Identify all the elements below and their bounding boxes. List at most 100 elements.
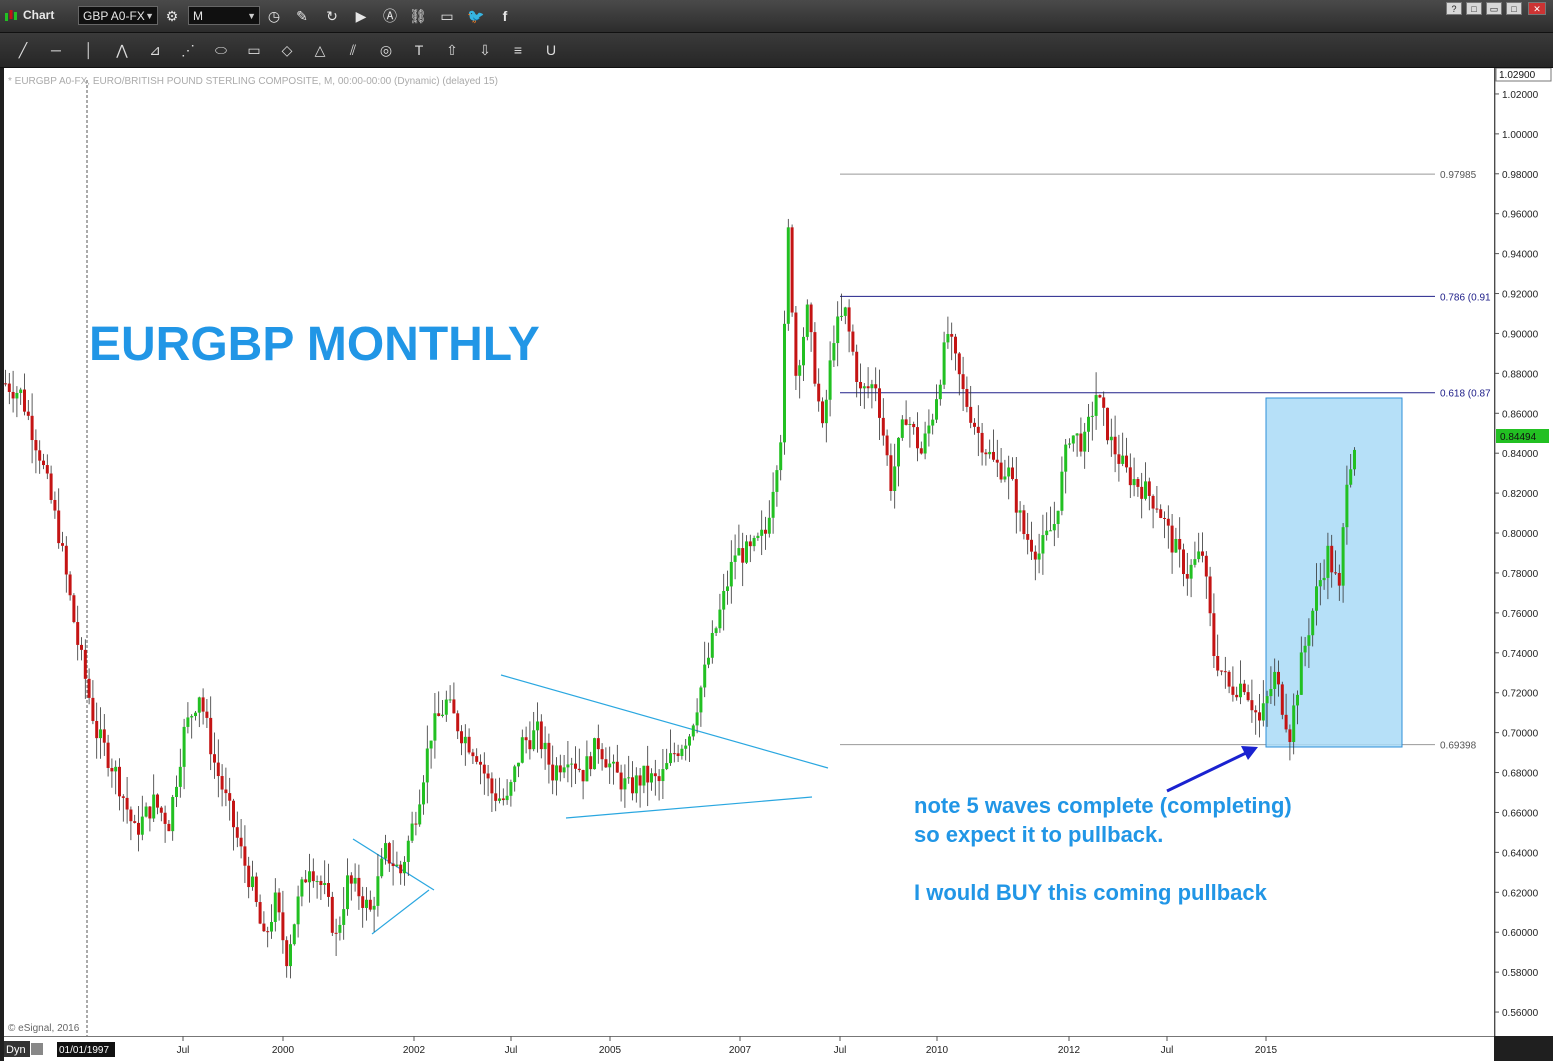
gann-icon[interactable]: ⋰ xyxy=(181,42,195,58)
y-tick-label: 0.72000 xyxy=(1502,689,1539,700)
horizontal-line-icon[interactable]: ─ xyxy=(51,42,61,58)
candle-body xyxy=(201,697,205,712)
settings-gear-icon[interactable]: ⚙ xyxy=(165,8,179,24)
play-icon[interactable]: ▶ xyxy=(355,8,367,24)
candle-body xyxy=(327,883,330,897)
text-icon[interactable]: T xyxy=(414,42,424,58)
vertical-line-icon[interactable]: │ xyxy=(84,42,94,58)
candle-body xyxy=(1353,449,1356,470)
dyn-button[interactable] xyxy=(4,1041,30,1057)
candle-body xyxy=(1292,705,1296,742)
candle-body xyxy=(862,386,866,389)
candle-body xyxy=(938,384,942,400)
candle-body xyxy=(342,909,346,925)
y-tick-label: 0.56000 xyxy=(1502,1008,1539,1019)
candle-body xyxy=(532,730,536,750)
candle-body xyxy=(752,537,756,547)
candle-body xyxy=(634,775,638,794)
candle-body xyxy=(669,753,672,764)
candle-body xyxy=(718,609,722,629)
candle-body xyxy=(205,711,209,718)
candle-body xyxy=(1250,700,1254,711)
candle-body xyxy=(642,765,646,786)
rectangle-icon[interactable]: ▭ xyxy=(247,42,261,58)
interval-select[interactable]: M ▼ xyxy=(188,6,260,25)
candle-body xyxy=(1014,479,1018,513)
candle-body xyxy=(137,822,140,835)
candles xyxy=(4,218,1356,979)
candle-body xyxy=(851,331,855,352)
chevron-down-icon[interactable]: ▼ xyxy=(247,11,256,21)
candle-body xyxy=(1056,510,1060,525)
candle-body xyxy=(661,769,665,782)
comment-icon[interactable]: ▭ xyxy=(440,8,454,24)
candle-body xyxy=(357,877,361,897)
candle-body xyxy=(760,529,764,536)
candle-body xyxy=(748,541,752,547)
candle-body xyxy=(1075,433,1079,436)
triangle-icon[interactable]: △ xyxy=(314,42,326,58)
parallel-icon[interactable]: ⫽ xyxy=(349,42,357,58)
clock-icon[interactable]: ◷ xyxy=(267,8,281,24)
trendline xyxy=(500,674,829,769)
candle-body xyxy=(19,389,23,393)
x-tick-label: Jul xyxy=(505,1045,518,1056)
fibonacci-icon[interactable]: ≡ xyxy=(513,42,523,58)
candle-body xyxy=(315,881,319,883)
close-button[interactable]: ✕ xyxy=(1528,2,1546,15)
candle-body xyxy=(775,470,779,492)
magnet-icon[interactable]: U xyxy=(545,42,557,58)
candle-body xyxy=(646,765,650,783)
candle-body xyxy=(923,433,927,454)
candle-body xyxy=(197,697,201,713)
arrow-down-icon[interactable]: ⇩ xyxy=(479,42,491,58)
restore-button[interactable]: □ xyxy=(1466,2,1482,15)
candle-body xyxy=(15,392,19,399)
y-tick-label: 0.58000 xyxy=(1502,968,1539,979)
candle-body xyxy=(1242,683,1246,693)
cycle-icon[interactable]: ◎ xyxy=(379,42,393,58)
candle-body xyxy=(707,657,710,665)
facebook-icon[interactable]: f xyxy=(502,8,508,24)
help-button[interactable]: ? xyxy=(1446,2,1462,15)
candle-body xyxy=(627,777,631,779)
candle-body xyxy=(1254,710,1258,713)
fan-icon[interactable]: ⊿ xyxy=(149,42,161,58)
maximize-button[interactable]: □ xyxy=(1506,2,1522,15)
twitter-icon[interactable]: 🐦 xyxy=(467,8,485,24)
y-tick-label: 0.60000 xyxy=(1502,928,1539,939)
start-date-box xyxy=(57,1042,115,1057)
alert-icon[interactable]: Ⓐ xyxy=(383,8,397,24)
candle-body xyxy=(1322,577,1326,581)
trend-line-icon[interactable]: ╱ xyxy=(18,42,28,58)
symbol-input[interactable]: GBP A0-FX ▼ xyxy=(78,6,158,25)
candle-body xyxy=(866,386,870,389)
candle-body xyxy=(190,716,194,718)
candle-body xyxy=(665,763,669,770)
dyn-toggle-icon[interactable] xyxy=(31,1043,43,1055)
candle-body xyxy=(490,778,494,794)
candle-body xyxy=(737,548,741,556)
chevron-down-icon[interactable]: ▼ xyxy=(145,11,154,21)
candle-body xyxy=(1147,481,1151,496)
price-chart[interactable]: * EURGBP A0-FX, EURO/BRITISH POUND STERL… xyxy=(0,68,1553,1061)
candle-body xyxy=(733,555,737,562)
candle-body xyxy=(349,875,353,884)
arrow-up-icon[interactable]: ⇧ xyxy=(446,42,458,58)
minimize-button[interactable]: ▭ xyxy=(1486,2,1502,15)
candle-body xyxy=(182,726,186,767)
refresh-icon[interactable]: ↻ xyxy=(326,8,338,24)
candle-body xyxy=(585,756,589,782)
candle-body xyxy=(1030,539,1033,552)
link-icon[interactable]: ⛓ xyxy=(409,8,427,24)
candle-body xyxy=(1185,574,1189,579)
ellipse-icon[interactable]: ⬭ xyxy=(215,42,227,58)
candle-body xyxy=(1041,535,1045,554)
pitchfork-icon[interactable]: ⋀ xyxy=(116,42,128,58)
candle-body xyxy=(555,765,558,781)
eraser-icon[interactable]: ◇ xyxy=(281,42,293,58)
candle-body xyxy=(61,543,64,546)
candle-body xyxy=(285,940,289,967)
pencil-icon[interactable]: ✎ xyxy=(296,8,308,24)
candle-body xyxy=(1223,671,1227,673)
